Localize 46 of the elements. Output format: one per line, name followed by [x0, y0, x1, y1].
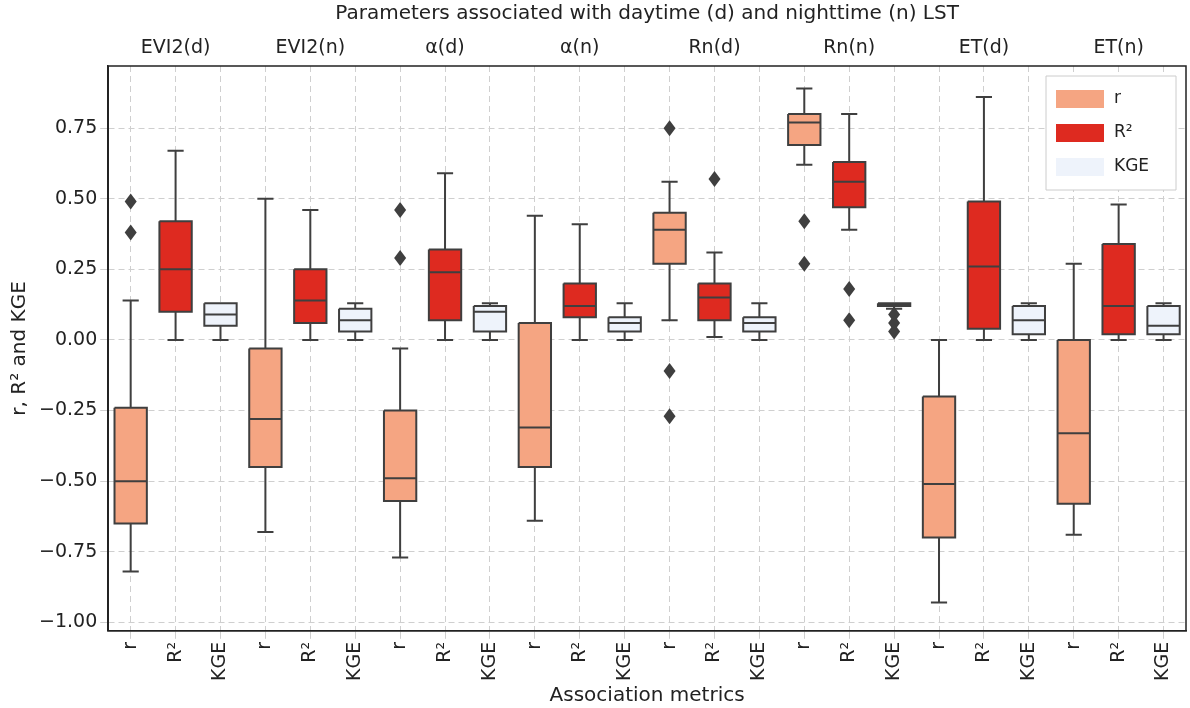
y-tick-label: 0.25 — [54, 256, 98, 279]
text: α(n) — [560, 35, 600, 58]
y-tick-label: 0.50 — [54, 185, 98, 208]
y-tick-label: 0.75 — [54, 115, 98, 138]
x-tick-label: R² — [431, 641, 454, 663]
y-tick-label: −0.75 — [38, 538, 98, 561]
y-tick-label: −0.50 — [38, 468, 98, 491]
y-tick-label: 0.00 — [54, 326, 98, 349]
legend-label: KGE — [1114, 155, 1150, 176]
x-tick-label: r — [387, 641, 410, 650]
x-tick-label: r — [117, 641, 140, 650]
x2-axis-title: Parameters associated with daytime (d) and nighttime (n) LST — [335, 0, 960, 25]
x-tick-label: r — [791, 641, 814, 650]
x-tick-label: KGE — [611, 641, 634, 681]
x-tick-label: r — [1060, 641, 1083, 650]
x-tick-label: r — [252, 641, 275, 650]
y-axis-title: r, R² and KGE — [6, 281, 31, 416]
x-tick-label: KGE — [881, 641, 904, 681]
legend-label: r — [1114, 87, 1121, 108]
x-tick-label: KGE — [476, 641, 499, 681]
text: EVI2(d) — [140, 35, 211, 58]
x-tick-label: KGE — [746, 641, 769, 681]
x-tick-label: r — [925, 641, 948, 650]
x-tick-label: KGE — [207, 641, 230, 681]
x-tick-label: R² — [970, 641, 993, 663]
x-tick-label: r — [656, 641, 679, 650]
legend-label: R² — [1114, 121, 1133, 142]
x-tick-label: R² — [836, 641, 859, 663]
x-tick-label: R² — [566, 641, 589, 663]
y-tick-label: −0.25 — [38, 397, 98, 420]
x-tick-label: KGE — [1150, 641, 1173, 681]
x-tick-label: r — [521, 641, 544, 650]
x-tick-label: KGE — [1015, 641, 1038, 681]
text: Rn(d) — [688, 35, 741, 58]
x-tick-label: R² — [162, 641, 185, 663]
text: α(d) — [425, 35, 465, 58]
x-tick-label: R² — [701, 641, 724, 663]
x-axis-title: Association metrics — [549, 682, 745, 707]
x-tick-label: R² — [297, 641, 320, 663]
text: ET(d) — [958, 35, 1010, 58]
text: Rn(n) — [823, 35, 876, 58]
text: ET(n) — [1093, 35, 1144, 58]
text: EVI2(n) — [275, 35, 346, 58]
x-tick-label: KGE — [342, 641, 365, 681]
x-tick-label: R² — [1105, 641, 1128, 663]
y-tick-label: −1.00 — [38, 609, 98, 632]
